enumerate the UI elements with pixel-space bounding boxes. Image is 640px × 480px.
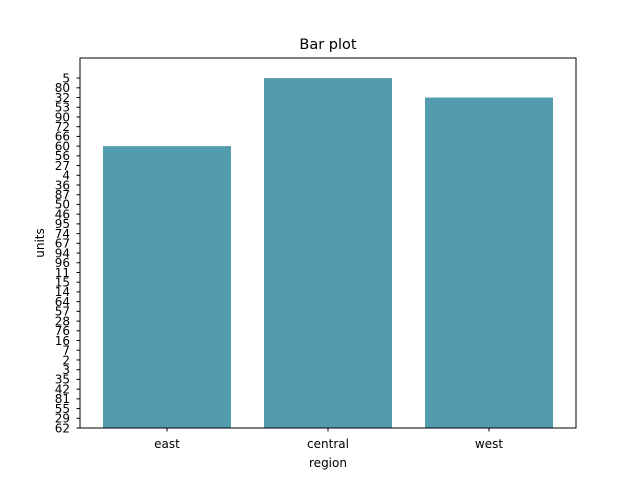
y-tick-label: 32 [55, 91, 70, 105]
y-tick-label: 53 [55, 101, 70, 115]
y-tick-label: 11 [55, 266, 70, 280]
y-tick-label: 3 [62, 363, 70, 377]
y-axis-label: units [33, 228, 47, 258]
x-axis-label: region [309, 456, 347, 470]
bars-group [103, 78, 553, 429]
y-tick-label: 29 [55, 412, 70, 426]
y-tick-label: 27 [55, 159, 70, 173]
y-tick-label: 14 [55, 285, 70, 299]
y-tick-label: 7 [62, 344, 70, 358]
x-tick-label: central [307, 437, 349, 451]
y-tick-label: 67 [55, 237, 70, 251]
chart-title: Bar plot [299, 37, 357, 53]
y-tick-label: 66 [55, 130, 70, 144]
y-tick-label: 90 [55, 110, 70, 124]
y-tick-label: 64 [55, 295, 70, 309]
y-tick-label: 95 [55, 217, 70, 231]
y-tick-label: 46 [55, 207, 70, 221]
y-tick-label: 5 [62, 71, 70, 85]
y-tick-label: 35 [55, 373, 70, 387]
y-tick-label: 80 [55, 81, 70, 95]
y-tick-label: 60 [55, 139, 70, 153]
bar-central [264, 78, 392, 428]
y-tick-label: 28 [55, 314, 70, 328]
y-tick-label: 76 [55, 324, 70, 338]
y-tick-label: 2 [62, 353, 70, 367]
y-tick-label: 62 [55, 421, 70, 435]
y-tick-label: 50 [55, 198, 70, 212]
y-tick-label: 4 [62, 169, 70, 183]
y-tick-label: 96 [55, 256, 70, 270]
y-tick-label: 94 [55, 246, 70, 260]
y-tick-label: 57 [55, 305, 70, 319]
y-axis-ticks: 6229558142353271676285764141511969467749… [55, 71, 80, 435]
y-tick-label: 56 [55, 149, 70, 163]
y-tick-label: 87 [55, 188, 70, 202]
y-tick-label: 42 [55, 382, 70, 396]
y-tick-label: 55 [55, 402, 70, 416]
x-tick-label: east [154, 437, 180, 451]
y-tick-label: 16 [55, 334, 70, 348]
bar-east [103, 146, 231, 428]
x-axis-ticks: east central west [154, 428, 503, 451]
y-tick-label: 15 [55, 276, 70, 290]
bar-west [425, 97, 553, 429]
y-tick-label: 81 [55, 392, 70, 406]
y-tick-label: 72 [55, 120, 70, 134]
y-tick-label: 36 [55, 178, 70, 192]
x-tick-label: west [475, 437, 503, 451]
y-tick-label: 74 [55, 227, 70, 241]
